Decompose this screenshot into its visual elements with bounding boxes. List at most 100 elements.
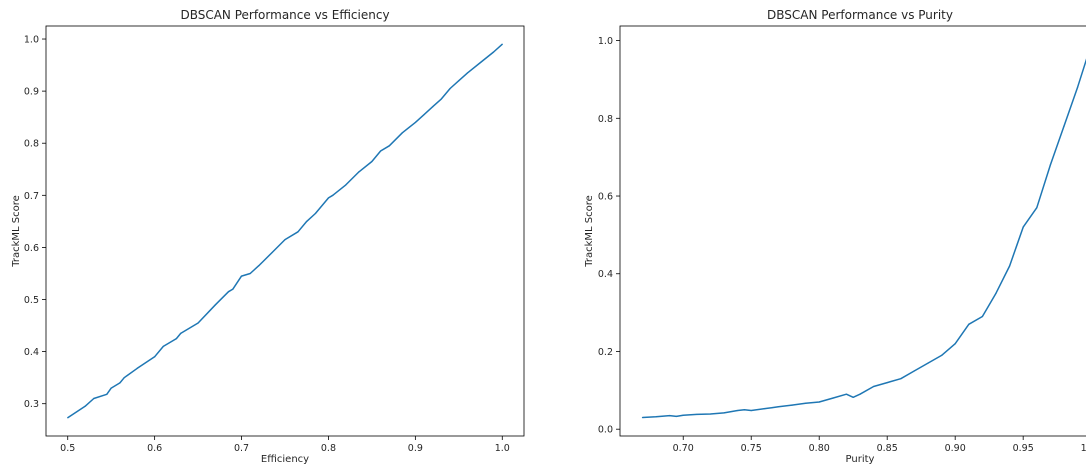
data-point: [777, 406, 780, 408]
data-point: [818, 401, 820, 403]
x-tick-label: 0.80: [809, 443, 830, 454]
data-point: [764, 408, 766, 410]
data-point: [180, 332, 182, 334]
y-tick-label: 0.4: [24, 347, 39, 358]
data-point: [479, 61, 482, 64]
y-tick-label: 1.0: [598, 36, 613, 47]
y-tick-label: 0.7: [24, 191, 39, 202]
data-point: [1049, 164, 1051, 166]
x-tick-label: 1.00: [1081, 443, 1086, 454]
data-point: [197, 322, 199, 324]
y-tick-label: 0.6: [24, 243, 39, 254]
data-point: [1063, 125, 1065, 127]
data-point: [380, 150, 382, 152]
data-point: [332, 194, 334, 196]
data-point: [371, 160, 373, 163]
x-tick-label: 0.75: [741, 443, 762, 454]
y-axis: 0.0 0.2 0.4 0.6 0.8 1.0: [598, 36, 620, 436]
data-point: [737, 409, 739, 412]
chart-purity: DBSCAN Performance vs Purity 0.70 0.75 0.8…: [584, 8, 1086, 464]
y-tick-label: 1.0: [24, 35, 39, 46]
data-point: [872, 385, 875, 388]
x-tick-label: 1.0: [495, 443, 510, 454]
data-point: [345, 184, 347, 186]
data-points: [641, 86, 1079, 419]
data-point: [832, 397, 834, 399]
x-tick-label: 0.7: [234, 443, 249, 454]
data-point: [388, 145, 390, 147]
data-point: [696, 413, 698, 416]
data-point: [968, 323, 970, 325]
data-point: [240, 275, 243, 277]
plot-frame: [619, 25, 1086, 437]
data-point: [1022, 226, 1024, 228]
data-point: [1036, 207, 1038, 209]
data-point: [886, 381, 888, 384]
y-tick-label: 0.2: [598, 347, 613, 358]
data-point: [154, 356, 156, 358]
data-point: [249, 272, 251, 275]
y-tick-label: 0.3: [24, 399, 39, 410]
y-tick-label: 0.6: [598, 192, 613, 203]
data-point: [954, 343, 956, 345]
plot-frame: [45, 25, 525, 437]
x-tick-label: 0.9: [408, 443, 423, 454]
y-tick-label: 0.4: [598, 269, 613, 280]
data-point: [995, 292, 997, 294]
x-tick-label: 0.90: [945, 443, 966, 454]
data-point: [466, 72, 469, 74]
y-tick-label: 0.9: [24, 87, 39, 98]
x-axis-label: Purity: [846, 454, 875, 464]
x-tick-label: 0.8: [321, 443, 336, 454]
series-line: [642, 58, 1086, 419]
data-point: [271, 252, 273, 254]
data-point: [981, 315, 983, 318]
chart-title: DBSCAN Performance vs Efficiency: [180, 8, 389, 22]
data-point: [743, 409, 746, 411]
data-point: [845, 393, 848, 395]
data-point: [913, 370, 915, 372]
y-axis-label: TrackML Score: [584, 195, 595, 268]
data-point: [423, 113, 425, 116]
data-point: [227, 291, 230, 293]
data-point: [682, 414, 684, 416]
data-point: [641, 416, 644, 419]
data-point: [258, 265, 260, 267]
data-point: [232, 288, 234, 290]
y-tick-label: 0.0: [598, 425, 613, 436]
data-point: [306, 220, 308, 222]
chart-title: DBSCAN Performance vs Purity: [767, 8, 953, 22]
data-point: [709, 413, 712, 415]
data-point: [791, 404, 793, 406]
x-tick-label: 0.85: [877, 443, 898, 454]
data-point: [284, 238, 286, 241]
data-points: [67, 43, 503, 419]
data-point: [327, 197, 330, 199]
data-point: [314, 212, 317, 215]
data-point: [449, 87, 451, 90]
data-point: [669, 414, 671, 417]
data-point: [67, 417, 69, 419]
data-point: [84, 405, 86, 407]
series-line: [67, 43, 503, 419]
data-point: [1008, 265, 1011, 267]
data-point: [852, 396, 854, 398]
data-point: [859, 393, 861, 395]
x-tick-label: 0.6: [147, 443, 162, 454]
y-axis: 0.3 0.4 0.5 0.6 0.7 0.8 0.9 1.0: [24, 35, 46, 410]
data-point: [214, 304, 217, 306]
y-tick-label: 0.8: [24, 139, 39, 150]
data-point: [900, 378, 902, 380]
data-point: [414, 121, 416, 123]
data-point: [432, 106, 434, 108]
x-tick-label: 0.5: [60, 443, 75, 454]
data-point: [297, 231, 299, 233]
data-point: [675, 415, 678, 417]
data-point: [940, 354, 943, 356]
data-point: [119, 382, 121, 384]
data-point: [771, 407, 773, 409]
data-point: [93, 397, 95, 400]
data-point: [805, 402, 807, 404]
data-point: [655, 416, 657, 418]
x-axis-label: Efficiency: [261, 454, 309, 464]
